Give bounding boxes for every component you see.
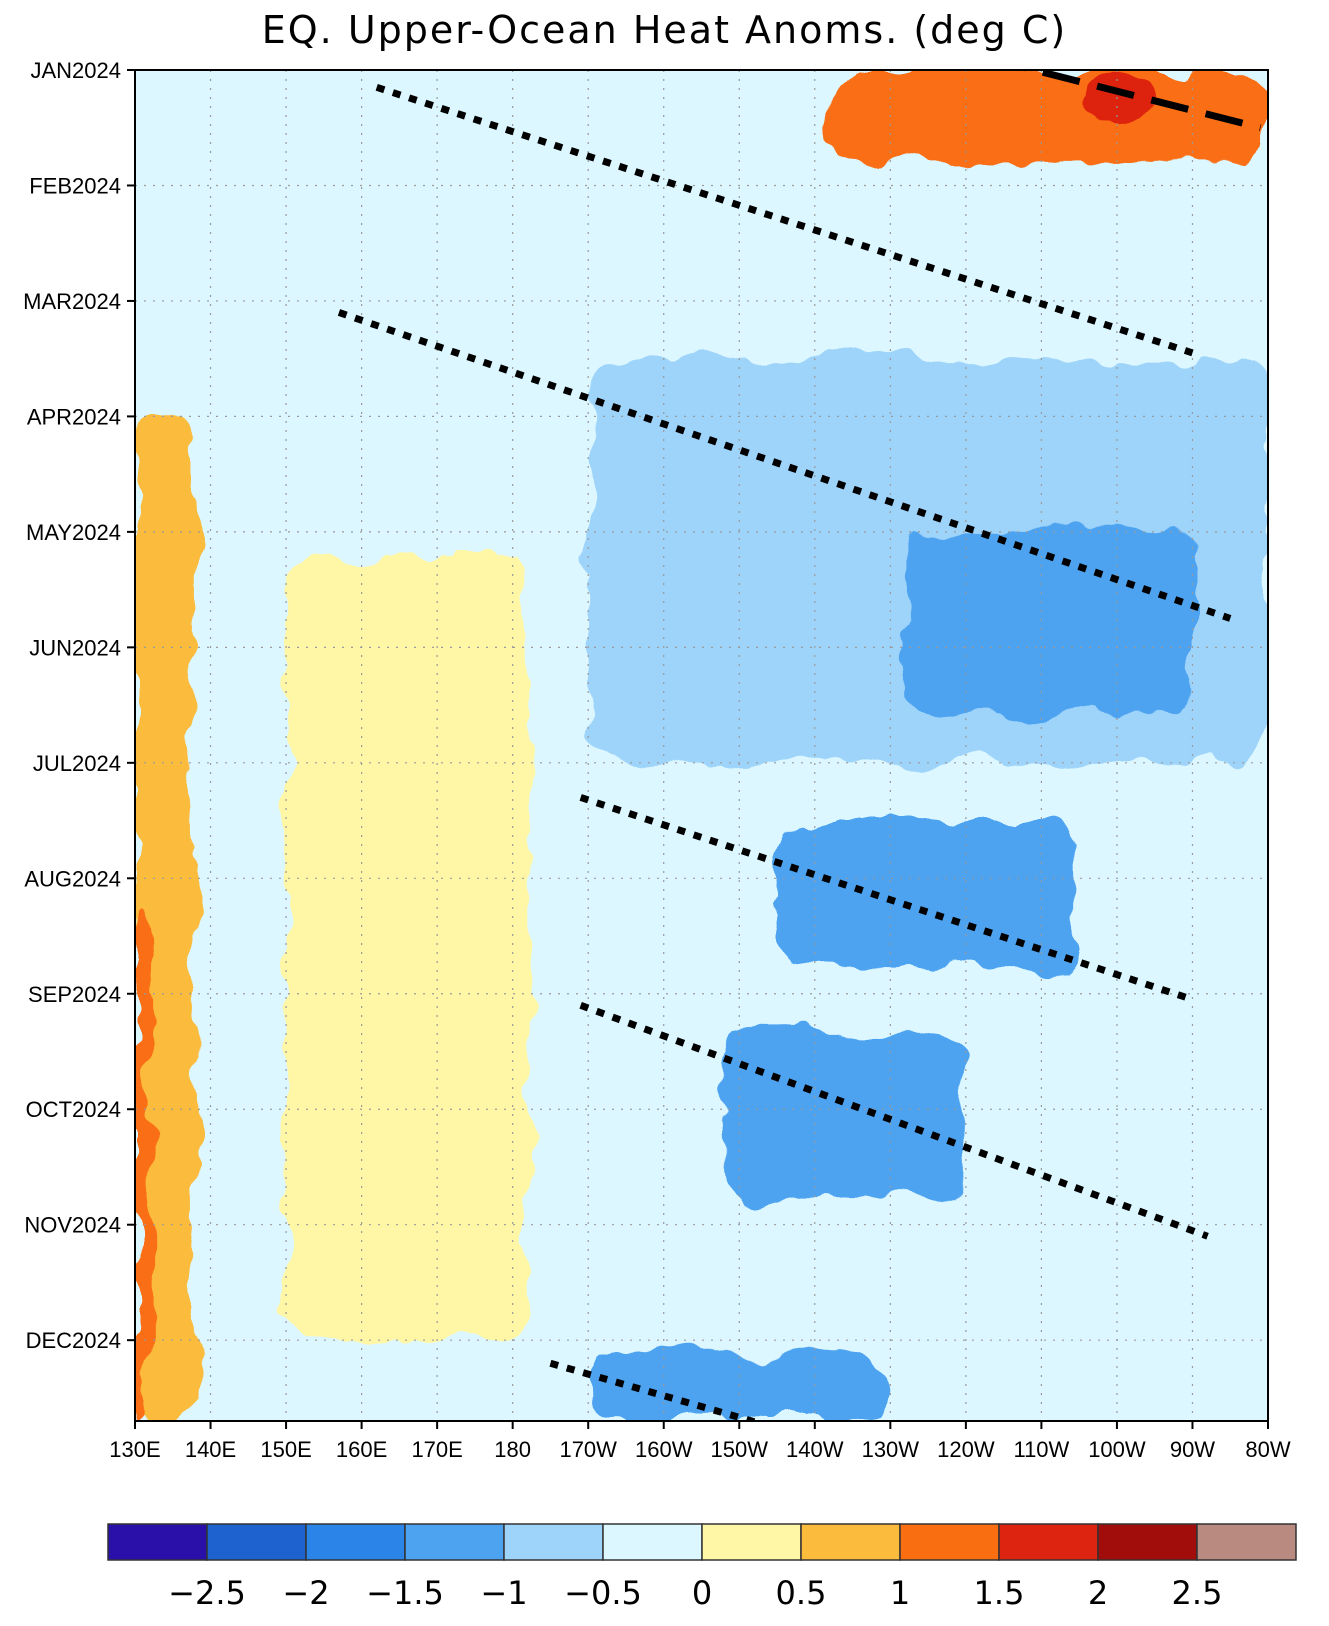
contour-field: [135, 70, 1268, 1421]
y-tick-label: SEP2024: [28, 982, 121, 1007]
colorbar-swatch: [701, 1523, 802, 1561]
x-tick-label: 140W: [786, 1437, 844, 1462]
y-tick-label: MAY2024: [26, 520, 121, 545]
y-tick-label: DEC2024: [26, 1328, 121, 1353]
x-tick-label: 160W: [635, 1437, 693, 1462]
x-tick-label: 110W: [1013, 1437, 1069, 1462]
x-tick-label: 180: [494, 1437, 531, 1462]
colorbar-swatch: [1196, 1523, 1297, 1561]
y-tick-label: JAN2024: [30, 58, 121, 83]
anomaly-region-east-warm-jan: [829, 70, 1268, 163]
anomaly-region-central-cool-aug: [777, 820, 1080, 971]
y-tick-label: JUL2024: [33, 751, 121, 776]
x-tick-label: 170E: [411, 1437, 462, 1462]
colorbar-label: −2.5: [168, 1574, 246, 1612]
y-tick-label: JUN2024: [29, 635, 121, 660]
y-tick-label: OCT2024: [26, 1097, 121, 1122]
x-tick-label: 90W: [1170, 1437, 1215, 1462]
anomaly-region-west-warm-edge: [135, 912, 151, 1421]
colorbar-label: 0.5: [776, 1574, 827, 1612]
colorbar-label: −1.5: [366, 1574, 444, 1612]
dotted-propagation-line: [337, 309, 1232, 622]
x-tick-label: 80W: [1245, 1437, 1290, 1462]
x-tick-label: 160E: [336, 1437, 387, 1462]
colorbar-swatch: [206, 1523, 307, 1561]
colorbar-swatch: [503, 1523, 604, 1561]
colorbar-swatch: [602, 1523, 703, 1561]
colorbar-label: −1: [480, 1574, 527, 1612]
x-axis: 130E 140E 150E 160E 170E 180 170W 160W 150W 140W 1…: [109, 1421, 1291, 1462]
chart-title: EQ. Upper-Ocean Heat Anoms. (deg C): [261, 8, 1068, 52]
colorbar-label: 2: [1088, 1574, 1108, 1612]
colorbar-label: −0.5: [564, 1574, 642, 1612]
x-tick-label: 100W: [1088, 1437, 1146, 1462]
grid-lines: [135, 69, 1268, 1421]
x-tick-label: 130W: [862, 1437, 920, 1462]
colorbar-swatch: [107, 1523, 208, 1561]
y-tick-label: APR2024: [27, 404, 121, 429]
y-tick-label: NOV2024: [24, 1213, 121, 1238]
y-axis: JAN2024 FEB2024 MAR2024 APR2024 MAY2024 JUN20…: [23, 58, 135, 1353]
x-tick-label: 150W: [711, 1437, 769, 1462]
x-tick-label: 130E: [109, 1437, 160, 1462]
dashed-propagation-line: [1019, 70, 1262, 132]
colorbar-label: 2.5: [1172, 1574, 1223, 1612]
colorbar-label: 0: [692, 1574, 712, 1612]
y-tick-label: AUG2024: [24, 866, 121, 891]
colorbar-swatch: [998, 1523, 1099, 1561]
colorbar: −2.5 −2 −1.5 −1 −0.5 0 0.5 1 1.5 2 2.5: [107, 1523, 1297, 1612]
dotted-propagation-line: [549, 1359, 765, 1421]
plot-frame: [134, 69, 1269, 1422]
x-tick-label: 150E: [260, 1437, 311, 1462]
colorbar-label: 1.5: [974, 1574, 1025, 1612]
y-tick-label: MAR2024: [23, 289, 121, 314]
anomaly-region-dateline-warm: [286, 554, 528, 1341]
dotted-propagation-line: [375, 83, 1194, 357]
colorbar-swatch: [800, 1523, 901, 1561]
colorbar-label: 1: [890, 1574, 910, 1612]
colorbar-swatch: [899, 1523, 1000, 1561]
propagation-lines: [337, 70, 1262, 1421]
anomaly-region-central-cold-oct: [724, 1028, 966, 1202]
x-tick-label: 140E: [185, 1437, 236, 1462]
colorbar-label: −2: [282, 1574, 329, 1612]
anomaly-region-east-cold-may: [905, 531, 1193, 717]
colorbar-swatch: [1097, 1523, 1198, 1561]
x-tick-label: 120W: [937, 1437, 995, 1462]
dotted-propagation-line: [579, 794, 1194, 1003]
y-tick-label: FEB2024: [29, 173, 121, 198]
x-tick-label: 170W: [559, 1437, 617, 1462]
colorbar-swatch: [305, 1523, 406, 1561]
colorbar-swatch: [404, 1523, 505, 1561]
